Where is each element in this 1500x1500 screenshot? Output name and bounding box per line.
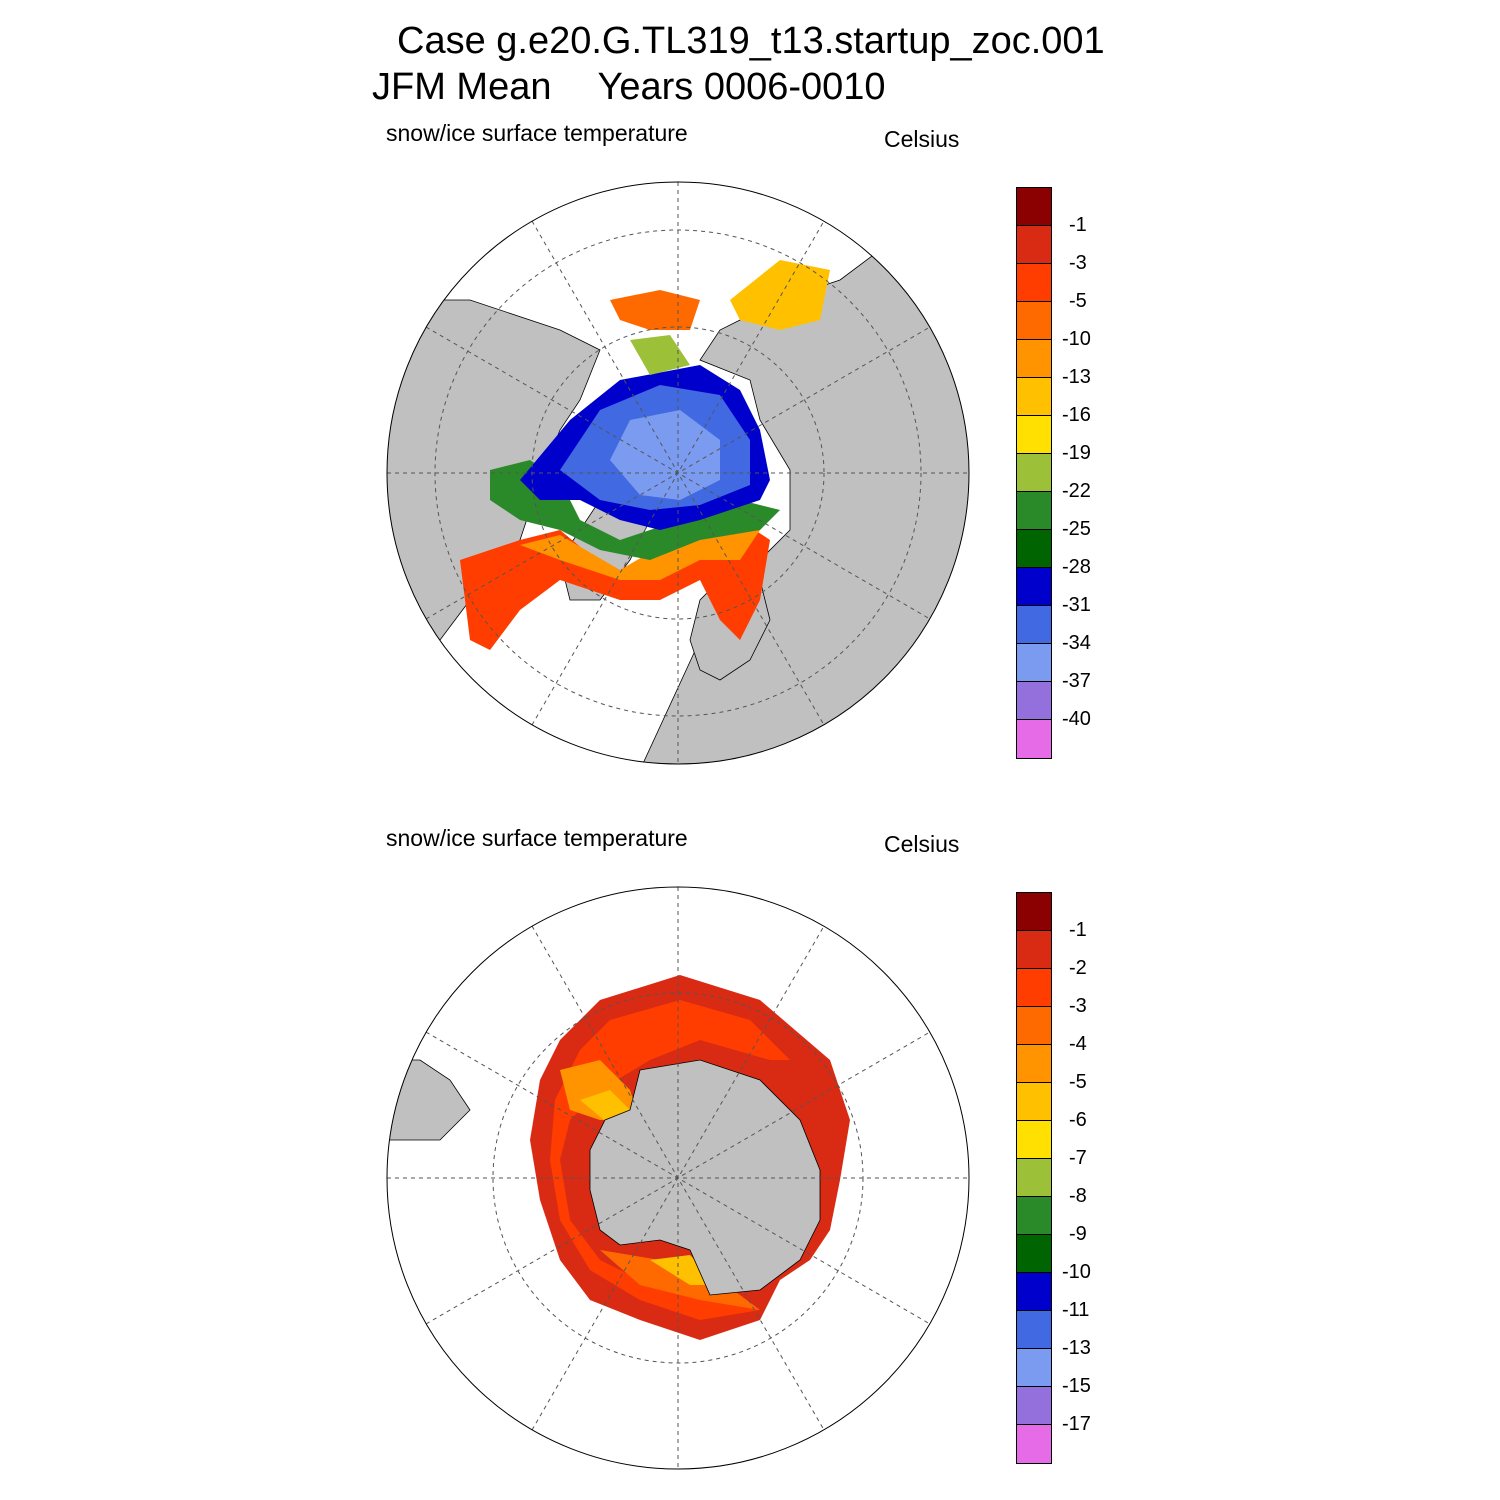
colorbar-south (1016, 892, 1052, 1464)
cbar-tick: -22 (1062, 480, 1091, 502)
units-label-north: Celsius (884, 126, 960, 152)
cbar-tick: -4 (1069, 1033, 1087, 1055)
colorbar-north (1016, 187, 1052, 759)
case-title: Case g.e20.G.TL319_t13.startup_zoc.001 (397, 20, 1105, 62)
map-border-south (386, 886, 970, 1470)
cbar-tick: -8 (1069, 1185, 1087, 1207)
cbar-tick: -10 (1062, 1261, 1091, 1283)
ice-chukchi (630, 335, 690, 375)
cbar-tick: -25 (1062, 518, 1091, 540)
cbar-tick: -15 (1062, 1375, 1091, 1397)
cbar-tick: -16 (1062, 404, 1091, 426)
cbar-tick: -3 (1069, 995, 1087, 1017)
cbar-tick: -28 (1062, 556, 1091, 578)
map-fields-north (387, 249, 969, 764)
cbar-tick: -13 (1062, 366, 1091, 388)
cbar-tick: -6 (1069, 1109, 1087, 1131)
years-label: Years 0006-0010 (597, 66, 886, 108)
cbar-tick: -9 (1069, 1223, 1087, 1245)
cbar-tick: -2 (1069, 957, 1087, 979)
cbar-tick: -11 (1062, 1299, 1090, 1321)
cbar-tick: -5 (1069, 290, 1087, 312)
units-label-south: Celsius (884, 831, 960, 857)
cbar-tick: -1 (1069, 919, 1087, 941)
variable-label-south: snow/ice surface temperature (386, 825, 688, 851)
cbar-tick: -13 (1062, 1337, 1091, 1359)
cbar-tick: -37 (1062, 670, 1091, 692)
cbar-tick: -40 (1062, 708, 1091, 730)
cbar-tick: -31 (1062, 594, 1091, 616)
graticule-south (387, 887, 969, 1469)
land-antarctica (589, 1059, 821, 1296)
cbar-tick: -5 (1069, 1071, 1087, 1093)
cbar-tick: -3 (1069, 252, 1087, 274)
ice-ross-orange (600, 1250, 760, 1310)
cbar-tick: -1 (1069, 214, 1087, 236)
cbar-tick: -34 (1062, 632, 1091, 654)
variable-label-north: snow/ice surface temperature (386, 120, 688, 146)
cbar-tick: -19 (1062, 442, 1091, 464)
graticule-north (387, 182, 969, 764)
ice-okhotsk (730, 260, 830, 330)
cbar-tick: -17 (1062, 1413, 1091, 1435)
map-border-north (386, 181, 970, 765)
period-title: JFM Mean Years 0006-0010 (372, 66, 886, 109)
cbar-tick: -10 (1062, 328, 1091, 350)
cbar-tick: -7 (1069, 1147, 1087, 1169)
land-south-america (387, 1059, 471, 1141)
ice-light-blue (610, 410, 720, 500)
season-label: JFM Mean (372, 66, 552, 108)
